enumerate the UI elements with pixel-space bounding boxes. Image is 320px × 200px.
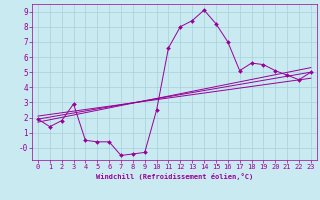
X-axis label: Windchill (Refroidissement éolien,°C): Windchill (Refroidissement éolien,°C) <box>96 173 253 180</box>
